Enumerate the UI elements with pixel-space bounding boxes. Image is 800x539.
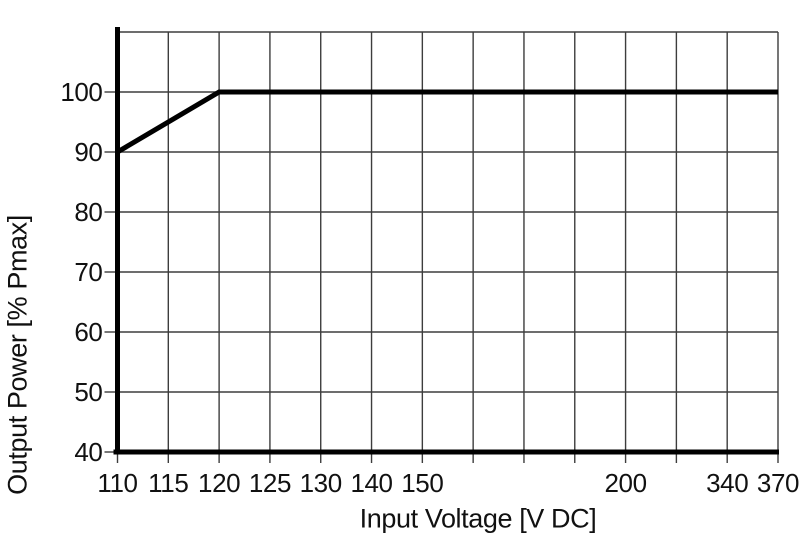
x-tick-label: 125 xyxy=(249,468,291,498)
y-tick-label: 80 xyxy=(74,197,102,227)
x-tick-label: 150 xyxy=(401,468,443,498)
y-tick-label: 70 xyxy=(74,257,102,287)
y-tick-label: 100 xyxy=(60,77,102,107)
y-tick-label: 40 xyxy=(74,437,102,467)
x-tick-label: 130 xyxy=(300,468,342,498)
x-tick-label: 370 xyxy=(757,468,799,498)
x-tick-label: 110 xyxy=(97,468,137,498)
series-line xyxy=(116,89,778,155)
x-tick-label: 140 xyxy=(350,468,392,498)
y-tick-label: 60 xyxy=(74,317,102,347)
x-tick-label: 115 xyxy=(148,468,188,498)
y-tick-label: 90 xyxy=(74,137,102,167)
x-tick-label: 200 xyxy=(604,468,646,498)
x-tick-label: 340 xyxy=(706,468,748,498)
y-tick-label: 50 xyxy=(74,377,102,407)
y-axis-title: Output Power [% Pmax] xyxy=(2,215,33,495)
x-axis-title: Input Voltage [V DC] xyxy=(359,503,597,534)
x-tick-label: 120 xyxy=(198,468,240,498)
